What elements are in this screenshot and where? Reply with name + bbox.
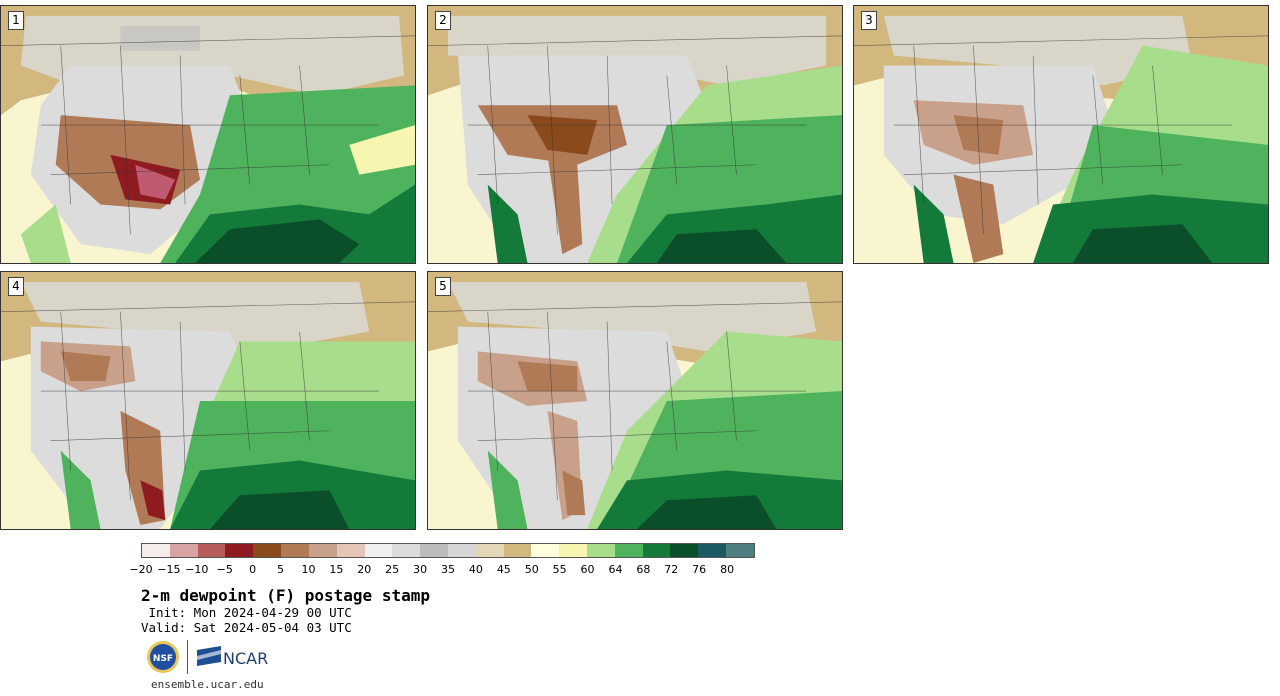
colorbar-tick-label: 5 xyxy=(277,563,285,576)
colorbar-tick-label: 60 xyxy=(580,563,595,576)
colorbar-tick-label: 76 xyxy=(692,563,707,576)
colorbar-tick-label: 64 xyxy=(608,563,623,576)
website-url: ensemble.ucar.edu xyxy=(151,678,264,691)
colorbar-segment xyxy=(253,544,282,557)
colorbar-tick-label: −10 xyxy=(185,563,209,576)
colorbar-segment xyxy=(614,544,643,557)
colorbar-segment xyxy=(308,544,337,557)
nsf-ncar-logo: NSF NCAR xyxy=(147,640,268,674)
colorbar-tick-label: −15 xyxy=(157,563,181,576)
colorbar-segment xyxy=(447,544,476,557)
colorbar-tick-label: 15 xyxy=(329,563,344,576)
colorbar-tick-label: −20 xyxy=(129,563,153,576)
colorbar-tick-label: 80 xyxy=(720,563,735,576)
postage-stamp-map-1: 1 xyxy=(0,5,416,264)
dewpoint-map-graphic xyxy=(428,272,842,529)
postage-stamp-map-2: 2 xyxy=(427,5,843,264)
postage-stamp-map-3: 3 xyxy=(853,5,1269,264)
colorbar-tick-label: 10 xyxy=(301,563,316,576)
colorbar-segment xyxy=(559,544,587,557)
colorbar-tick-label: 50 xyxy=(524,563,539,576)
colorbar-segment xyxy=(726,544,754,557)
colorbar-segment xyxy=(197,544,226,557)
colorbar-tick-label: 0 xyxy=(249,563,257,576)
member-label: 2 xyxy=(435,11,451,30)
colorbar-segment xyxy=(169,544,198,557)
colorbar-segment xyxy=(225,544,254,557)
colorbar-segment xyxy=(281,544,309,557)
colorbar-segment xyxy=(642,544,671,557)
colorbar-segment xyxy=(420,544,448,557)
colorbar-segment xyxy=(364,544,393,557)
postage-stamp-map-5: 5 xyxy=(427,271,843,530)
dewpoint-map-graphic xyxy=(428,6,842,263)
dewpoint-map-graphic xyxy=(1,272,415,529)
ncar-logo-icon: NCAR xyxy=(197,646,268,668)
dewpoint-map-graphic xyxy=(854,6,1268,263)
colorbar-tick-label: 40 xyxy=(468,563,483,576)
member-label: 5 xyxy=(435,277,451,296)
colorbar-tick-label: 35 xyxy=(441,563,455,576)
colorbar-tick-label: 68 xyxy=(636,563,651,576)
colorbar-tick-labels: −20 −15 −10 −5 0 5 10 15 20 25 30 35 40 45 50 55 60 64 68 7… xyxy=(129,563,755,577)
logos: NSF NCAR xyxy=(145,638,285,676)
colorbar-tick-label: 72 xyxy=(664,563,679,576)
colorbar-segment xyxy=(475,544,504,557)
postage-stamp-map-4: 4 xyxy=(0,271,416,530)
dewpoint-map-graphic xyxy=(1,6,415,263)
colorbar-segment xyxy=(336,544,365,557)
colorbar-segment xyxy=(142,544,170,557)
init-time: Init: Mon 2024-04-29 00 UTC xyxy=(141,605,352,620)
colorbar-segment xyxy=(531,544,560,557)
colorbar-tick-label: 25 xyxy=(385,563,400,576)
colorbar-tick-label: 20 xyxy=(357,563,372,576)
member-label: 1 xyxy=(8,11,24,30)
svg-text:NCAR: NCAR xyxy=(223,649,268,668)
colorbar-segment xyxy=(670,544,699,557)
colorbar-tick-label: 45 xyxy=(496,563,511,576)
colorbar-tick-label: −5 xyxy=(216,563,233,576)
member-label: 3 xyxy=(861,11,877,30)
member-label: 4 xyxy=(8,277,24,296)
map-title: 2-m dewpoint (F) postage stamp xyxy=(141,586,430,605)
colorbar-segment xyxy=(587,544,615,557)
nsf-logo-icon: NSF xyxy=(147,641,179,673)
dewpoint-colorbar xyxy=(141,543,755,558)
colorbar-segment xyxy=(503,544,532,557)
colorbar-segment xyxy=(698,544,727,557)
svg-text:NSF: NSF xyxy=(153,654,173,664)
colorbar-tick-label: 30 xyxy=(413,563,428,576)
colorbar-segment xyxy=(392,544,421,557)
valid-time: Valid: Sat 2024-05-04 03 UTC xyxy=(141,620,352,635)
colorbar-tick-label: 55 xyxy=(552,563,567,576)
